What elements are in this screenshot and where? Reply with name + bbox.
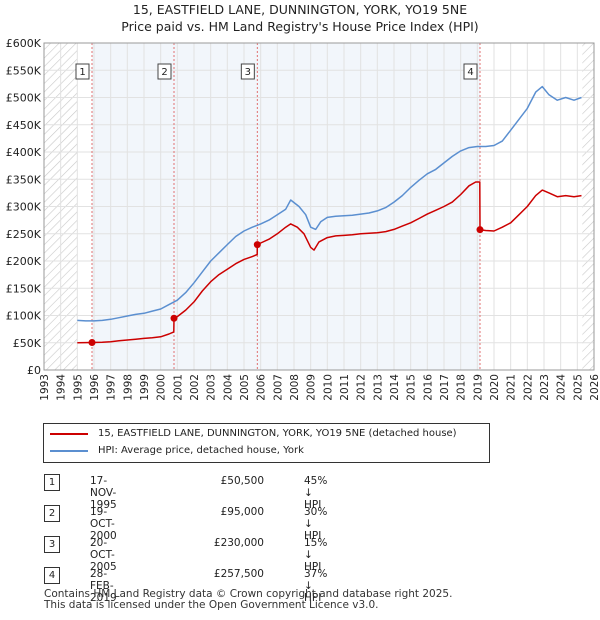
x-tick-label: 2006	[256, 374, 268, 401]
x-tick-label: 2012	[356, 374, 368, 401]
x-tick-label: 1995	[72, 374, 84, 401]
x-tick-label: 2022	[522, 374, 534, 401]
x-tick-label: 2014	[389, 374, 401, 401]
legend-item-property: 15, EASTFIELD LANE, DUNNINGTON, YORK, YO…	[50, 426, 457, 442]
sale-label-box	[75, 63, 90, 80]
sale-date: 17-NOV-1995	[90, 475, 117, 511]
sale-point	[170, 314, 178, 322]
x-tick-label: 2002	[189, 374, 201, 401]
y-tick-label: £200K	[6, 255, 42, 268]
sale-label-box	[240, 63, 255, 80]
sale-label-number: 3	[245, 67, 251, 78]
legend-label-hpi: HPI: Average price, detached house, York	[98, 445, 304, 456]
y-tick-label: £100K	[6, 310, 42, 323]
sale-number: 3	[44, 536, 60, 553]
x-tick-label: 1999	[139, 374, 151, 401]
x-tick-label: 2016	[422, 374, 434, 401]
sale-number: 1	[44, 474, 60, 491]
sale-date: 20-OCT-2005	[90, 537, 117, 573]
x-tick-label: 2007	[272, 374, 284, 401]
legend: 15, EASTFIELD LANE, DUNNINGTON, YORK, YO…	[43, 423, 490, 463]
footer: Contains HM Land Registry data © Crown c…	[44, 589, 452, 611]
y-tick-label: £0	[27, 364, 41, 377]
sale-price: £230,000	[213, 537, 264, 549]
x-tick-label: 2024	[556, 374, 568, 401]
y-tick-label: £300K	[6, 201, 42, 214]
x-tick-label: 2000	[156, 374, 168, 401]
y-tick-label: £600K	[6, 37, 42, 50]
x-tick-label: 2019	[472, 374, 484, 401]
chart-subtitle: Price paid vs. HM Land Registry's House …	[121, 19, 479, 34]
x-tick-label: 1994	[56, 374, 68, 401]
y-tick-label: £400K	[6, 146, 42, 159]
sale-point	[88, 338, 96, 346]
x-tick-label: 2009	[306, 374, 318, 401]
x-tick-label: 2018	[456, 374, 468, 401]
footer-line-2: This data is licensed under the Open Gov…	[44, 599, 379, 611]
property-price-line	[77, 181, 582, 344]
y-tick-label: £450K	[6, 119, 42, 132]
price-chart: 1 2 3 4 £0 £50K £100K £150K £200K £250K £300K £350K…	[6, 37, 600, 401]
sale-number: 4	[44, 567, 60, 584]
sale-point	[476, 226, 484, 234]
legend-swatch-property	[50, 433, 88, 435]
sale-label-number: 4	[467, 67, 473, 78]
x-tick-label: 1997	[106, 374, 118, 401]
y-tick-label: £50K	[13, 337, 42, 350]
x-tick-label: 2021	[506, 374, 518, 401]
x-tick-label: 2020	[489, 374, 501, 401]
x-tick-label: 2013	[372, 374, 384, 401]
hpi-line	[77, 85, 582, 322]
sale-hpi-diff: 37% ↓ HPI	[304, 568, 328, 604]
x-tick-label: 2005	[239, 374, 251, 401]
x-tick-label: 2004	[222, 374, 234, 401]
sale-label-number: 1	[79, 67, 85, 78]
x-tick-label: 2010	[322, 374, 334, 401]
x-tick-label: 2011	[339, 374, 351, 401]
footer-line-1: Contains HM Land Registry data © Crown c…	[44, 588, 453, 600]
x-tick-label: 1996	[89, 374, 101, 401]
y-tick-label: £500K	[6, 92, 42, 105]
sale-date: 19-OCT-2000	[90, 506, 117, 542]
y-tick-label: £550K	[6, 64, 42, 77]
sale-price: £257,500	[213, 568, 264, 580]
sale-label-box	[463, 63, 478, 80]
sale-hpi-diff: 15% ↓ HPI	[304, 537, 328, 573]
x-tick-label: 2017	[439, 374, 451, 401]
sale-date: 28-FEB-2019	[90, 568, 117, 604]
x-tick-label: 2008	[289, 374, 301, 401]
sale-hpi-diff: 30% ↓ HPI	[304, 506, 328, 542]
y-tick-label: £350K	[6, 173, 42, 186]
legend-label-property: 15, EASTFIELD LANE, DUNNINGTON, YORK, YO…	[98, 428, 457, 439]
sale-number: 2	[44, 505, 60, 522]
x-tick-label: 1998	[122, 374, 134, 401]
legend-swatch-hpi	[50, 450, 88, 452]
sale-label-box	[157, 63, 172, 80]
sale-price: £50,500	[220, 475, 264, 487]
sale-hpi-diff: 45% ↓ HPI	[304, 475, 328, 511]
sale-label-number: 2	[161, 67, 167, 78]
x-tick-label: 2026	[589, 374, 600, 401]
legend-item-hpi: HPI: Average price, detached house, York	[50, 443, 304, 459]
x-tick-label: 2003	[206, 374, 218, 401]
x-tick-label: 1993	[39, 374, 51, 401]
x-tick-label: 2023	[539, 374, 551, 401]
plot-frame	[43, 42, 595, 371]
x-tick-label: 2015	[406, 374, 418, 401]
x-tick-label: 2025	[572, 374, 584, 401]
sale-point	[253, 241, 261, 249]
y-tick-label: £250K	[6, 228, 42, 241]
y-tick-label: £150K	[6, 282, 42, 295]
sale-price: £95,000	[220, 506, 264, 518]
x-tick-label: 2001	[172, 374, 184, 401]
chart-title: 15, EASTFIELD LANE, DUNNINGTON, YORK, YO…	[132, 2, 468, 17]
